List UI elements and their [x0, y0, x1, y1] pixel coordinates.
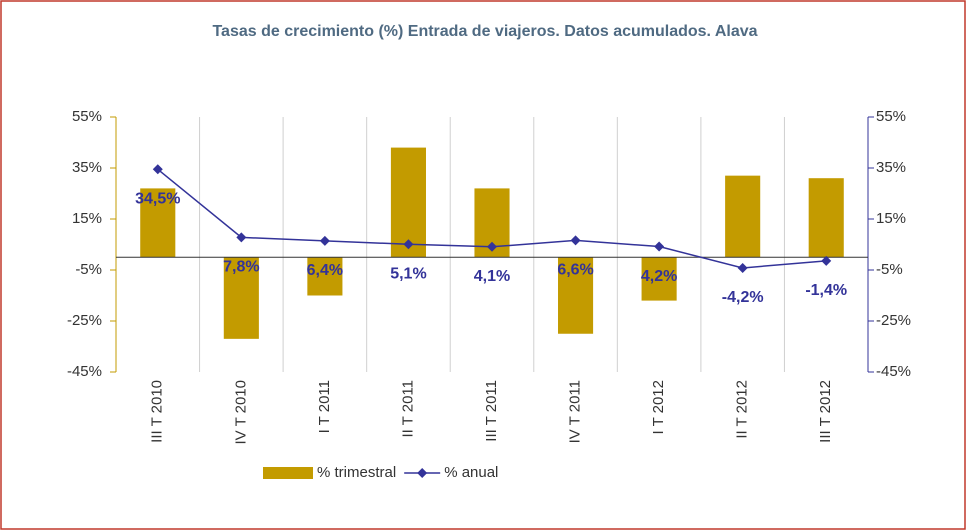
- legend-label: % trimestral: [317, 464, 396, 481]
- line-marker: [487, 241, 497, 252]
- y-tick-label: -25%: [67, 312, 102, 329]
- x-tick-label: III T 2010: [149, 380, 166, 443]
- y-tick-label: 15%: [72, 210, 102, 227]
- y2-tick-label: 35%: [876, 159, 906, 176]
- x-tick-label: IV T 2010: [232, 380, 249, 445]
- line-marker: [821, 255, 832, 266]
- data-label: 5,1%: [390, 265, 426, 282]
- data-label: 6,4%: [307, 262, 343, 279]
- y2-tick-label: -5%: [876, 261, 903, 278]
- bar: [140, 188, 176, 258]
- bar: [808, 178, 844, 258]
- data-label: 7,8%: [223, 259, 259, 276]
- y2-tick-label: -25%: [876, 312, 911, 329]
- y2-tick-label: 55%: [876, 108, 906, 125]
- line-marker: [319, 235, 330, 246]
- y2-tick-label: 15%: [876, 210, 906, 227]
- data-label: 34,5%: [135, 190, 180, 207]
- bar: [725, 175, 761, 258]
- data-label: 6,6%: [557, 262, 593, 279]
- x-tick-label: I T 2012: [650, 380, 667, 435]
- x-tick-label: II T 2012: [734, 380, 751, 439]
- legend-swatch: [263, 467, 313, 479]
- line-marker: [152, 164, 163, 175]
- y2-tick-label: -45%: [876, 363, 911, 380]
- chart-title: Tasas de crecimiento (%) Entrada de viaj…: [212, 23, 757, 40]
- x-tick-label: IV T 2011: [567, 380, 584, 443]
- line-marker: [236, 232, 247, 243]
- line-marker: [403, 239, 414, 250]
- data-label: 4,1%: [474, 268, 510, 285]
- bar: [558, 257, 594, 334]
- line-marker: [654, 241, 665, 252]
- line-marker: [737, 262, 748, 273]
- y-tick-label: 35%: [72, 159, 102, 176]
- bar: [307, 257, 343, 296]
- x-tick-label: III T 2012: [817, 380, 834, 443]
- bar: [641, 257, 677, 301]
- legend-label: % anual: [444, 464, 498, 481]
- legend-swatch: [417, 468, 428, 478]
- data-label: -1,4%: [805, 282, 847, 299]
- x-tick-label: I T 2011: [316, 380, 333, 433]
- x-tick-label: III T 2011: [483, 380, 500, 442]
- bar: [390, 147, 426, 258]
- y-tick-label: -45%: [67, 363, 102, 380]
- data-label: 4,2%: [641, 268, 677, 285]
- y-tick-label: -5%: [75, 261, 102, 278]
- line-marker: [570, 235, 581, 246]
- x-tick-label: II T 2011: [399, 380, 416, 438]
- data-label: -4,2%: [722, 289, 764, 306]
- bar: [223, 257, 259, 339]
- y-tick-label: 55%: [72, 108, 102, 125]
